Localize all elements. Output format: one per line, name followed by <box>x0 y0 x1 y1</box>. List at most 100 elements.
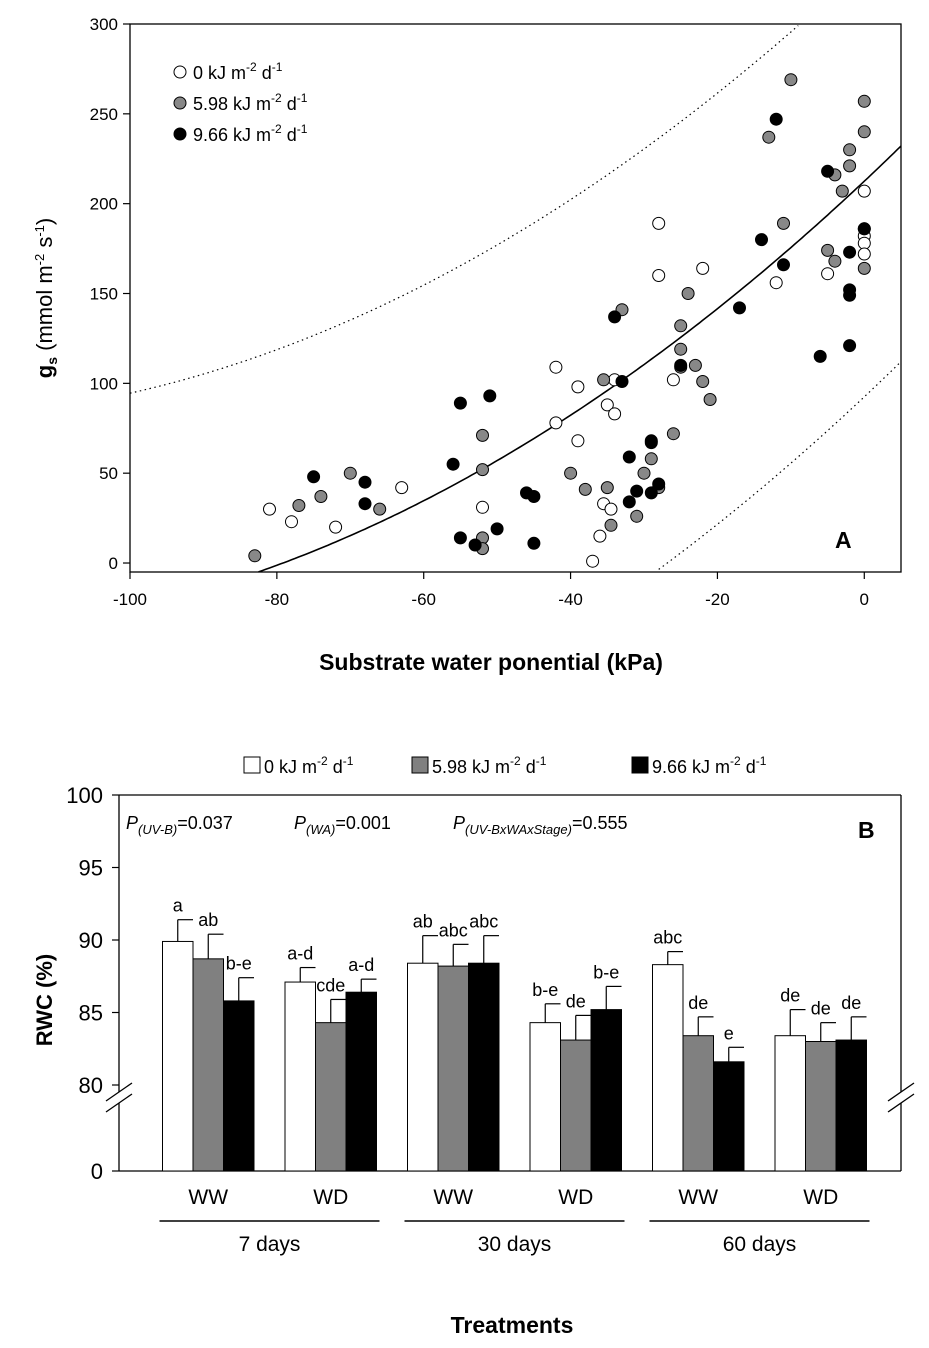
bar-series-1 <box>682 1035 714 1172</box>
data-point-series-0 <box>571 434 585 448</box>
y-tick-label-a: 0 <box>109 554 118 573</box>
data-point-series-1 <box>674 319 688 333</box>
axis-break-mark <box>105 1082 133 1102</box>
x-tick-label-a: -80 <box>265 590 290 609</box>
significance-label: b-e <box>532 980 558 1000</box>
data-point-series-1 <box>604 518 618 532</box>
data-point-series-1 <box>835 184 849 198</box>
data-point-series-1 <box>373 502 387 516</box>
data-point-series-1 <box>821 243 835 257</box>
category-label: WD <box>558 1186 593 1209</box>
bar-series-0 <box>284 981 316 1172</box>
data-point-series-2 <box>358 497 372 511</box>
group-label: 7 days <box>239 1233 301 1256</box>
data-point-series-0 <box>395 481 409 495</box>
data-point-series-2 <box>857 222 871 236</box>
y-tick-label-b: 80 <box>79 1073 103 1098</box>
data-point-series-1 <box>674 342 688 356</box>
data-point-series-0 <box>593 529 607 543</box>
data-point-series-0 <box>666 373 680 387</box>
legend-a-marker-2 <box>173 127 187 141</box>
data-point-series-2 <box>813 349 827 363</box>
data-point-series-2 <box>615 375 629 388</box>
data-point-series-2 <box>644 436 658 450</box>
data-point-series-1 <box>688 358 702 372</box>
bar-series-1 <box>805 1041 837 1172</box>
bar-series-1 <box>437 965 469 1172</box>
x-tick-label-a: -60 <box>411 590 436 609</box>
bar-series-2 <box>223 1000 255 1172</box>
x-tick-label-a: -40 <box>558 590 583 609</box>
y-tick-label-b: 0 <box>91 1159 103 1184</box>
data-point-series-0 <box>604 502 618 516</box>
significance-label: a-d <box>348 955 374 975</box>
category-label: WD <box>803 1186 838 1209</box>
significance-label: a <box>173 896 184 916</box>
stat-interaction: P(UV-BxWAxStage)=0.555 <box>453 813 628 837</box>
data-point-series-0 <box>821 267 835 281</box>
data-point-series-0 <box>586 554 600 568</box>
data-point-series-2 <box>733 301 746 315</box>
data-point-series-2 <box>843 339 857 353</box>
data-point-series-0 <box>600 398 614 412</box>
scatter-panel-a: -100 -80 -60 -40 -20 0 0 50 100 150 200 250 300 A 0 … <box>32 15 902 675</box>
lower-confidence-line <box>658 361 902 570</box>
data-point-series-1 <box>630 509 644 523</box>
significance-label: b-e <box>593 962 619 982</box>
data-point-series-2 <box>358 475 372 489</box>
data-point-series-1 <box>843 159 857 173</box>
data-point-series-0 <box>696 261 710 275</box>
significance-label: de <box>841 993 861 1013</box>
data-point-series-2 <box>644 486 658 500</box>
bar-series-2 <box>835 1039 867 1172</box>
legend-b-swatch-1 <box>411 756 429 774</box>
y-tick-label-b: 85 <box>79 1001 103 1026</box>
data-point-series-2 <box>307 470 321 484</box>
y-tick-label-a: 50 <box>99 464 118 483</box>
significance-label: b-e <box>226 954 252 974</box>
data-point-series-2 <box>843 288 857 302</box>
bar-series-2 <box>590 1009 622 1172</box>
data-point-series-2 <box>527 536 541 550</box>
data-point-series-1 <box>681 287 695 300</box>
data-point-series-1 <box>314 490 328 503</box>
y-axis-title-a: gs (mmol m-2 s-1) <box>32 218 60 378</box>
data-point-series-2 <box>622 495 636 509</box>
axis-break-mark <box>887 1082 915 1102</box>
x-tick-label-a: 0 <box>860 590 869 609</box>
data-point-series-2 <box>755 233 768 247</box>
bar-series-2 <box>468 962 500 1172</box>
data-point-series-0 <box>652 216 666 230</box>
legend-a-marker-1 <box>173 96 187 110</box>
data-point-series-1 <box>564 466 578 480</box>
y-tick-label-a: 150 <box>90 285 118 304</box>
data-point-series-0 <box>549 360 563 374</box>
x-tick-label-a: -100 <box>113 590 147 609</box>
significance-label: ab <box>198 910 218 930</box>
data-point-series-2 <box>843 245 857 259</box>
plot-frame-a <box>129 23 902 573</box>
data-point-series-2 <box>483 389 497 403</box>
x-axis-title-a: Substrate water ponential (kPa) <box>319 649 663 675</box>
significance-label: de <box>688 993 708 1013</box>
data-point-series-2 <box>446 457 460 471</box>
data-point-series-2 <box>622 450 636 464</box>
panel-label-a: A <box>835 527 852 553</box>
legend-a-marker-0 <box>173 65 187 79</box>
legend-a-label-2: 9.66 kJ m-2 d-1 <box>193 122 308 145</box>
legend-a: 0 kJ m-2 d-1 5.98 kJ m-2 d-1 9.66 kJ m-2… <box>173 60 308 145</box>
data-point-series-1 <box>857 94 871 108</box>
group-label: 30 days <box>478 1233 552 1256</box>
data-point-series-0 <box>549 416 563 430</box>
data-point-series-2 <box>652 477 666 491</box>
data-point-series-0 <box>476 500 489 514</box>
y-tick-label-b: 90 <box>79 928 103 953</box>
y-tick-label-a: 100 <box>90 374 118 393</box>
legend-b-swatch-0 <box>243 756 261 774</box>
data-point-series-2 <box>630 484 644 498</box>
data-point-series-1 <box>578 482 592 496</box>
y-tick-label-a: 250 <box>90 105 118 124</box>
panel-label-b: B <box>858 817 875 843</box>
legend-b-label-2: 9.66 kJ m-2 d-1 <box>652 754 767 777</box>
bar-series-0 <box>652 964 684 1172</box>
